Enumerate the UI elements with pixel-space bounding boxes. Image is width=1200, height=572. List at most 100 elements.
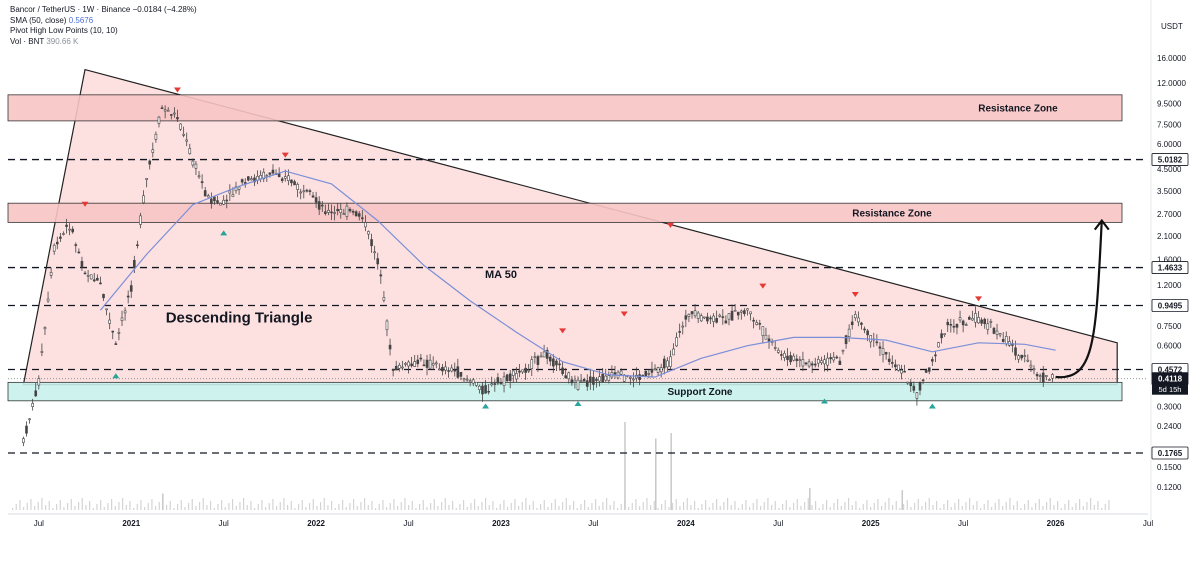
key-level-tag-1-box [1151,261,1189,274]
volume-bar [686,498,688,510]
volume-bar [272,499,274,510]
candle-body [1051,374,1054,379]
candle-body [761,326,765,336]
pivot-low-0 [112,373,120,379]
volume-bar [342,500,344,510]
volume-bar [767,498,769,510]
volume-bar [1082,506,1084,510]
volume-bar [818,508,820,510]
candle-body [105,308,108,311]
y-tick-label-15: 9.5000 [1157,100,1182,109]
volume-bar [195,506,197,510]
volume-bar [543,500,545,510]
volume-bar [1101,508,1103,510]
volume-bar [642,502,644,510]
candle-body [752,319,755,322]
volume-bar [235,506,237,510]
volume-bar [1020,508,1022,510]
candle-body [961,320,965,326]
volume-spike-5 [901,490,904,510]
volume-bar [411,501,413,510]
volume-bar [950,507,952,510]
candle-body [206,195,210,198]
candle-body [511,370,515,376]
volume-bar [1053,505,1055,510]
x-tick-label-3: 2022 [307,519,325,528]
candle-body [351,210,355,213]
candle-body [133,259,136,269]
candle-body [971,318,974,321]
candle-body [613,372,617,375]
candle-body [342,213,346,215]
volume-bar [976,501,978,510]
candle-body [391,369,395,371]
volume-bar [598,506,600,510]
key-level-tag-2-box [1151,299,1189,312]
volume-bar [708,507,710,510]
candle-body [533,356,537,359]
y-tick-label-5: 0.6000 [1157,342,1182,351]
volume-bar [727,498,729,510]
volume-bar [74,506,76,510]
volume-bar [23,507,25,510]
volume-bar [694,501,696,510]
volume-bar [1046,502,1048,510]
volume-bar [532,501,534,510]
candle-body [62,233,65,235]
volume-bar [661,504,663,510]
candle-body [471,379,475,384]
volume-bar [382,500,384,510]
volume-bar [199,502,201,510]
candle-body [653,368,657,371]
candle-body [176,117,179,120]
volume-bar [595,499,597,510]
candle-body [838,360,842,365]
candle-body [179,123,182,130]
volume-bar [796,499,798,510]
candle-body [379,274,383,277]
volume-bar [921,506,923,510]
candle-body [727,313,731,320]
annotation-1: MA 50 [485,269,517,281]
volume-bar [778,508,780,510]
volume-bar [477,506,479,510]
candle-body [909,382,913,387]
candle-body [764,334,768,340]
candle-body [234,186,238,192]
candle-body [188,148,192,154]
candle-body [92,279,96,282]
candle-body [515,373,518,380]
volume-bar [943,504,945,510]
volume-bar [257,504,259,510]
volume-bar [144,507,146,510]
volume-bar [558,506,560,510]
candle-body [881,348,885,355]
candle-body [336,208,339,212]
volume-bar [290,501,292,510]
volume-bar [562,502,564,510]
volume-bar [683,502,685,510]
volume-bar [320,502,322,510]
candle-body [924,370,928,373]
candle-body [465,378,469,381]
candle-body [345,205,349,217]
x-tick-label-12: Jul [1143,519,1153,528]
countdown-box [1152,383,1188,395]
candle-body [564,375,567,379]
candle-body [407,361,410,367]
volume-bar [1104,504,1106,510]
candle-body [860,322,863,325]
candle-body [576,379,580,390]
candle-body [1048,379,1051,381]
candle-body [22,438,25,443]
volume-bar [987,500,989,510]
candle-body [413,361,417,367]
candle-body [712,315,715,322]
candle-body [989,321,993,323]
candle-body [434,362,438,365]
vol-label: Vol · BNT [10,36,45,46]
volume-bar [954,503,956,510]
volume-bar [1024,504,1026,510]
pivot-high-1 [173,87,181,93]
